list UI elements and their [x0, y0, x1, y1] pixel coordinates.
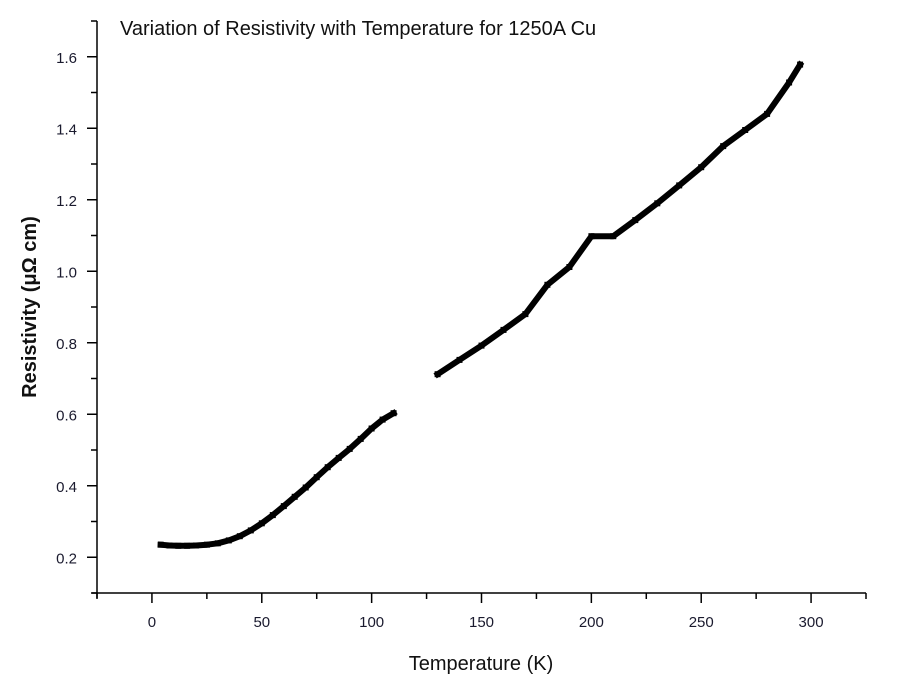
data-point	[258, 520, 265, 527]
data-point	[157, 541, 164, 548]
data-point	[456, 356, 463, 363]
y-tick-label: 0.8	[56, 336, 77, 353]
data-point	[720, 143, 727, 150]
data-point	[588, 233, 595, 240]
ticks: 0 50 100 150 200 250 300 0.2 0.4 0.6 0.8 1.0 1.2 1.4 1…	[56, 20, 867, 631]
segment-low-temperature	[157, 409, 398, 549]
data-point	[324, 464, 331, 471]
y-tick-label: 1.6	[56, 50, 77, 67]
data-point	[269, 512, 276, 519]
data-point	[610, 233, 617, 240]
data-point	[676, 182, 683, 189]
data-point	[544, 281, 551, 288]
y-tick-label: 1.2	[56, 193, 77, 210]
chart-title: Variation of Resistivity with Temperatur…	[120, 18, 596, 40]
y-tick-label: 0.6	[56, 407, 77, 424]
x-tick-label: 250	[689, 614, 714, 631]
y-tick-label: 1.0	[56, 264, 77, 281]
x-tick-label: 100	[359, 614, 384, 631]
data-marks	[157, 60, 805, 549]
series-line	[433, 60, 805, 379]
data-point	[478, 342, 485, 349]
data-point	[357, 435, 364, 442]
y-tick-label: 0.2	[56, 550, 77, 567]
data-point	[566, 264, 573, 270]
data-point	[236, 533, 243, 540]
x-tick-label: 0	[148, 614, 156, 631]
x-tick-label: 200	[579, 614, 604, 631]
segment-high-temperature	[433, 60, 805, 379]
data-point	[203, 541, 210, 548]
x-tick-label: 150	[469, 614, 494, 631]
data-point	[654, 200, 661, 207]
data-point	[225, 537, 232, 544]
axes	[92, 21, 866, 598]
data-point	[280, 503, 287, 510]
data-point	[764, 110, 771, 117]
data-point	[786, 79, 793, 86]
data-point	[698, 164, 705, 171]
data-point	[166, 542, 173, 549]
data-point	[742, 127, 749, 133]
data-point	[522, 311, 529, 318]
data-point	[390, 410, 397, 417]
data-point	[368, 425, 375, 432]
x-tick-label: 300	[799, 614, 824, 631]
data-point	[632, 217, 639, 224]
data-point	[346, 445, 353, 452]
data-point	[335, 454, 342, 461]
x-axis-label: Temperature (K)	[409, 653, 554, 675]
y-tick-label: 0.4	[56, 479, 77, 496]
data-point	[797, 61, 804, 68]
data-point	[313, 474, 320, 481]
y-tick-label: 1.4	[56, 121, 77, 138]
y-axis-label: Resistivity (μΩ cm)	[19, 216, 41, 398]
data-point	[500, 326, 507, 333]
data-point	[175, 542, 182, 549]
x-tick-label: 50	[253, 614, 270, 631]
data-point	[302, 484, 309, 491]
data-point	[379, 416, 386, 423]
data-point	[434, 371, 441, 378]
data-point	[184, 542, 191, 549]
data-point	[192, 542, 199, 549]
data-point	[247, 527, 254, 534]
data-point	[214, 540, 221, 547]
series-line	[157, 409, 398, 549]
data-point	[291, 493, 298, 500]
